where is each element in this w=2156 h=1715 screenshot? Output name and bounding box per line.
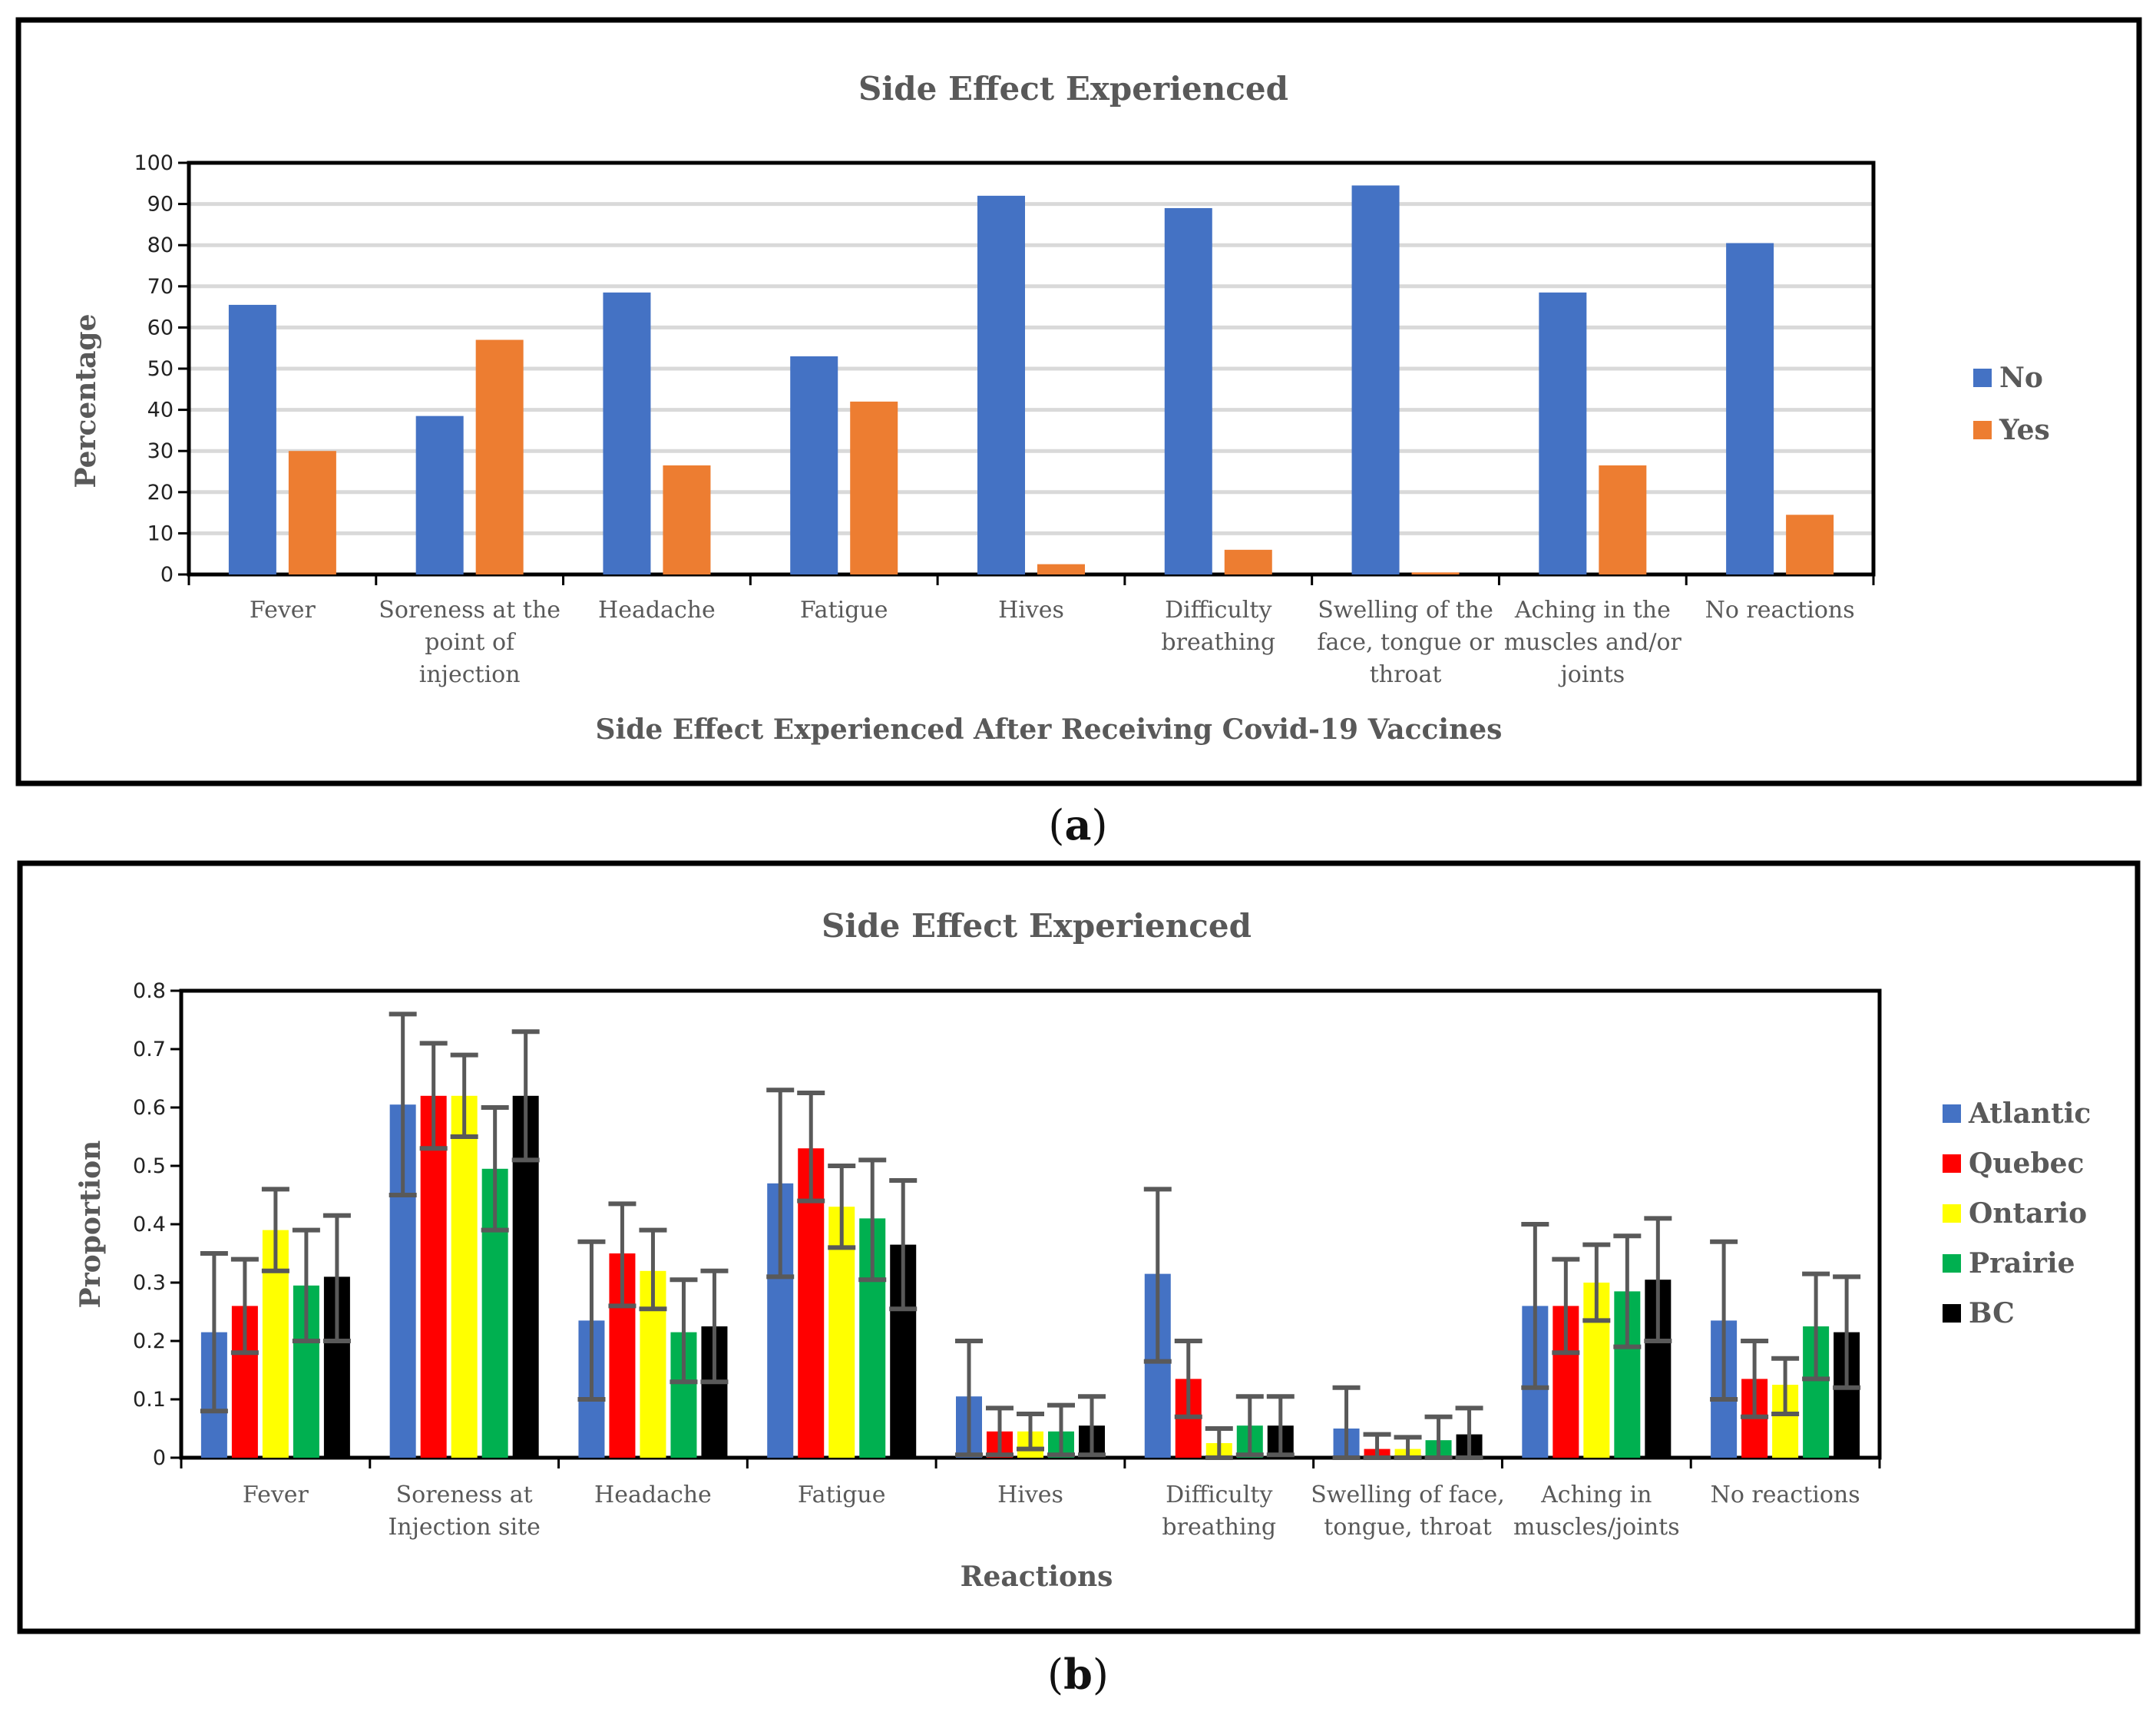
x-category-label: joints bbox=[1558, 661, 1625, 688]
bar-yes-0 bbox=[288, 451, 336, 574]
legend-swatch-prairie bbox=[1943, 1254, 1961, 1273]
bar-yes-8 bbox=[1786, 515, 1834, 574]
y-tick-label: 0.8 bbox=[133, 979, 166, 1003]
y-tick-label: 0.1 bbox=[133, 1388, 166, 1412]
chart-panel-a: Side Effect Experienced 0 10 20 30 40 50 60 70 80… bbox=[0, 0, 2156, 795]
x-category-label: injection bbox=[419, 661, 521, 688]
x-category-label: Aching in bbox=[1540, 1482, 1652, 1508]
bar-quebec-1 bbox=[420, 1095, 447, 1458]
legend-swatch-atlantic bbox=[1943, 1104, 1961, 1123]
y-tick-label: 90 bbox=[147, 193, 174, 217]
chart-panel-b: Side Effect Experienced 0 0.1 0.2 0.3 0.4 0.5 0… bbox=[0, 853, 2156, 1644]
x-category-label: Hives bbox=[998, 597, 1064, 624]
y-tick-label: 0.5 bbox=[133, 1154, 166, 1178]
x-category-label: Swelling of the bbox=[1318, 597, 1493, 624]
chart-frame bbox=[15, 17, 2142, 786]
legend-label-bc: BC bbox=[1969, 1297, 2015, 1329]
bar-no-4 bbox=[977, 195, 1025, 574]
x-category-label: No reactions bbox=[1711, 1482, 1860, 1508]
bar-no-0 bbox=[228, 304, 276, 574]
x-category-label: throat bbox=[1370, 661, 1442, 688]
legend-label-no: No bbox=[1999, 362, 2043, 394]
chart-title: Side Effect Experienced bbox=[822, 907, 1252, 945]
x-category-label: Soreness at the bbox=[379, 597, 560, 624]
y-tick-label: 60 bbox=[147, 316, 174, 339]
x-category-label: point of bbox=[425, 629, 516, 656]
bar-yes-1 bbox=[475, 339, 524, 574]
bar-no-5 bbox=[1164, 207, 1212, 574]
bar-yes-7 bbox=[1599, 465, 1647, 574]
x-category-label: breathing bbox=[1161, 629, 1275, 656]
legend-label-quebec: Quebec bbox=[1969, 1147, 2084, 1180]
y-tick-label: 0 bbox=[160, 563, 174, 587]
legend-swatch-quebec bbox=[1943, 1154, 1961, 1173]
x-category-label: Headache bbox=[598, 597, 716, 624]
x-axis-title: Side Effect Experienced After Receiving … bbox=[596, 713, 1503, 746]
x-axis-title: Reactions bbox=[961, 1561, 1113, 1593]
y-tick-label: 40 bbox=[147, 399, 174, 422]
y-axis-title: Proportion bbox=[74, 1141, 107, 1309]
y-tick-label: 100 bbox=[134, 151, 174, 175]
x-category-label: Swelling of face, bbox=[1311, 1482, 1505, 1508]
bar-no-2 bbox=[603, 292, 651, 574]
panel-label-b-letter: b bbox=[1063, 1650, 1093, 1699]
panel-label-a-letter: a bbox=[1064, 800, 1092, 849]
x-category-label: Injection site bbox=[388, 1514, 540, 1541]
bar-no-3 bbox=[790, 356, 838, 574]
y-tick-label: 80 bbox=[147, 233, 174, 257]
bar-no-1 bbox=[415, 416, 464, 574]
bar-no-7 bbox=[1539, 292, 1587, 574]
x-category-label: breathing bbox=[1162, 1514, 1276, 1541]
x-category-label: Fever bbox=[250, 597, 316, 624]
x-category-label: muscles and/or bbox=[1504, 629, 1682, 656]
y-tick-label: 70 bbox=[147, 275, 174, 299]
x-category-label: Difficulty bbox=[1166, 1482, 1272, 1508]
legend-swatch-no bbox=[1973, 369, 1992, 387]
x-category-label: tongue, throat bbox=[1324, 1514, 1492, 1541]
legend-label-atlantic: Atlantic bbox=[1968, 1098, 2091, 1130]
y-tick-label: 10 bbox=[147, 521, 174, 545]
y-tick-label: 0.6 bbox=[133, 1096, 166, 1120]
x-category-label: No reactions bbox=[1705, 597, 1855, 624]
x-category-label: Headache bbox=[594, 1482, 712, 1508]
panel-label-b: (b) bbox=[1047, 1650, 1109, 1699]
legend-label-prairie: Prairie bbox=[1969, 1247, 2075, 1280]
bar-yes-5 bbox=[1224, 549, 1272, 574]
x-category-label: Fatigue bbox=[798, 1482, 886, 1508]
bar-yes-3 bbox=[850, 401, 898, 574]
x-category-label: Difficulty bbox=[1165, 597, 1271, 624]
y-tick-label: 0.4 bbox=[133, 1213, 166, 1237]
x-category-label: Fever bbox=[243, 1482, 309, 1508]
y-tick-label: 0.2 bbox=[133, 1329, 166, 1353]
x-category-label: muscles/joints bbox=[1513, 1514, 1680, 1541]
legend-label-ontario: Ontario bbox=[1969, 1197, 2087, 1230]
y-tick-label: 0 bbox=[153, 1446, 166, 1470]
y-axis-title: Percentage bbox=[70, 313, 102, 488]
bar-ontario-1 bbox=[451, 1095, 478, 1458]
bar-yes-4 bbox=[1037, 564, 1085, 574]
legend-swatch-bc bbox=[1943, 1304, 1961, 1323]
bar-yes-6 bbox=[1411, 572, 1460, 574]
bar-no-6 bbox=[1351, 185, 1400, 575]
x-category-label: face, tongue or bbox=[1317, 629, 1494, 656]
x-category-label: Fatigue bbox=[800, 597, 888, 624]
bar-no-8 bbox=[1726, 243, 1774, 574]
y-tick-label: 50 bbox=[147, 357, 174, 381]
panel-label-a: (a) bbox=[1048, 800, 1108, 849]
bar-yes-2 bbox=[663, 465, 711, 574]
x-category-label: Aching in the bbox=[1514, 597, 1671, 624]
legend-swatch-ontario bbox=[1943, 1204, 1961, 1223]
x-category-label: Soreness at bbox=[396, 1482, 533, 1508]
y-tick-label: 30 bbox=[147, 439, 174, 463]
plot-area bbox=[187, 161, 1876, 577]
y-tick-label: 0.7 bbox=[133, 1038, 166, 1061]
legend-swatch-yes bbox=[1973, 421, 1992, 439]
y-tick-label: 0.3 bbox=[133, 1271, 166, 1295]
chart-b-svg: Side Effect Experienced 0 0.1 0.2 0.3 0.4 0.5 0… bbox=[17, 860, 2141, 1634]
y-tick-label: 20 bbox=[147, 481, 174, 505]
x-category-label: Hives bbox=[997, 1482, 1063, 1508]
chart-title: Side Effect Experienced bbox=[858, 70, 1288, 108]
legend-label-yes: Yes bbox=[1999, 414, 2050, 446]
chart-a-svg: Side Effect Experienced 0 10 20 30 40 50 60 70 80… bbox=[15, 17, 2142, 786]
